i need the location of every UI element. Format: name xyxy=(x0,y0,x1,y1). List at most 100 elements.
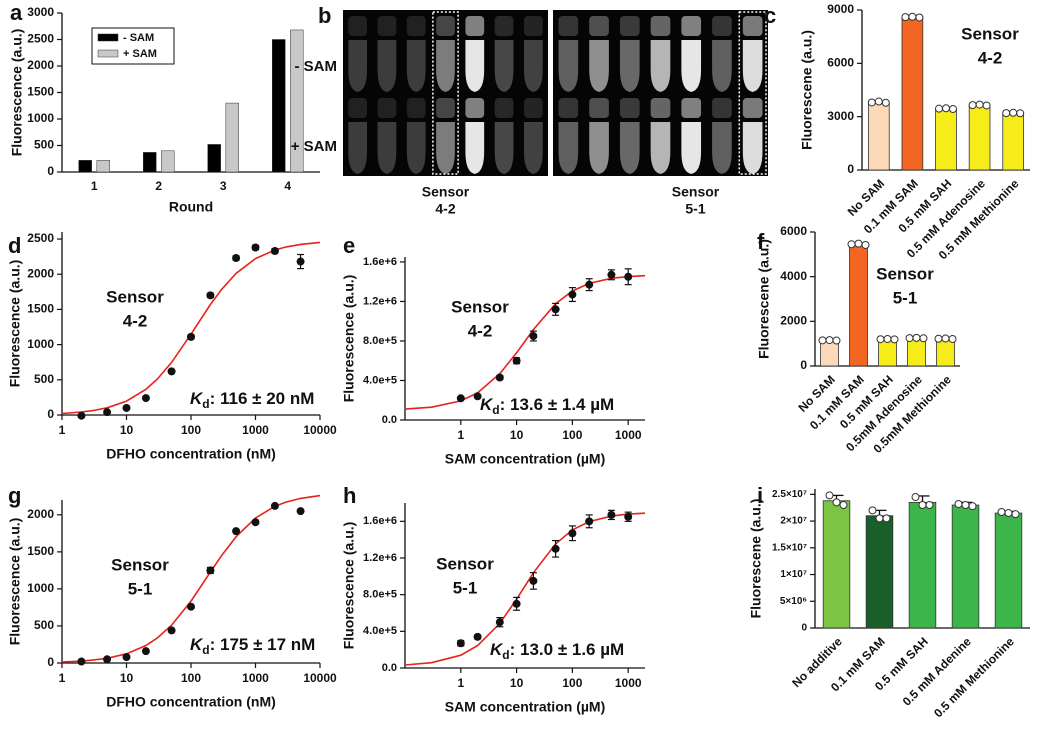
x-axis-title: DFHO concentration (nM) xyxy=(106,446,276,462)
replicate-point xyxy=(875,514,884,523)
data-point xyxy=(568,529,577,538)
y-tick-label: 0 xyxy=(47,407,54,421)
y-tick-label: 1×10⁷ xyxy=(780,569,807,580)
replicate-point xyxy=(949,105,957,114)
y-axis-title: Fluorescence (a.u.) xyxy=(9,29,25,157)
replicate-point xyxy=(925,501,934,510)
replicate-point xyxy=(935,104,943,113)
annotation: Sensor xyxy=(451,297,509,316)
y-tick-label: 0 xyxy=(47,164,54,178)
tube-body xyxy=(523,122,543,174)
replicate-point xyxy=(919,334,928,343)
replicate-point xyxy=(997,507,1006,516)
tube-cap xyxy=(523,16,543,36)
x-tick-label: 100 xyxy=(562,428,582,442)
y-axis-title: Fluorescene (a.u.) xyxy=(756,239,772,359)
data-point xyxy=(103,655,112,664)
replicate-point xyxy=(982,101,991,110)
tube-body xyxy=(348,40,368,92)
tube-cap xyxy=(619,98,640,118)
annotation: 5-1 xyxy=(128,579,153,598)
bar xyxy=(935,108,957,171)
bar xyxy=(951,504,980,629)
replicate-point xyxy=(968,502,977,511)
kd-text: : 13.6 ± 1.4 µM xyxy=(500,395,615,414)
x-tick-label: 0.5 mM Methionine xyxy=(931,634,1017,720)
data-point xyxy=(551,305,560,314)
annotation: Sensor xyxy=(436,554,494,573)
data-point xyxy=(624,272,633,281)
data-point xyxy=(187,332,195,341)
tube-cap xyxy=(589,98,609,118)
replicate-point xyxy=(847,240,856,249)
replicate-point xyxy=(1009,108,1018,117)
tube-body xyxy=(742,40,763,92)
y-tick-label: 0.0 xyxy=(382,662,397,674)
row-label: - SAM xyxy=(295,58,338,75)
x-axis-title: Round xyxy=(169,199,213,215)
data-point xyxy=(141,647,150,656)
tube-body xyxy=(377,40,397,92)
data-point xyxy=(456,394,465,403)
y-tick-label: 2500 xyxy=(27,231,54,245)
x-tick-label: 3 xyxy=(220,179,227,193)
y-tick-label: 1500 xyxy=(27,302,54,316)
tube-body xyxy=(681,122,702,174)
x-tick-label: 1 xyxy=(91,179,98,193)
annotation: Sensor xyxy=(961,24,1019,43)
column-label: 4-2 xyxy=(435,201,455,217)
replicate-point xyxy=(825,336,834,345)
tube-body xyxy=(619,40,640,92)
replicate-point xyxy=(876,335,885,344)
tube-cap xyxy=(681,16,702,36)
y-axis-title: Fluorescence (a.u.) xyxy=(7,518,23,646)
legend-swatch xyxy=(97,33,119,42)
data-point xyxy=(456,639,465,648)
tube-body xyxy=(712,122,732,174)
bar xyxy=(290,29,304,173)
data-point xyxy=(512,599,521,608)
tube-body xyxy=(494,40,514,92)
tube-body xyxy=(558,122,579,174)
x-tick-label: 1000 xyxy=(615,428,642,442)
data-point xyxy=(232,527,241,536)
kd-text: : 175 ± 17 nM xyxy=(210,635,316,654)
tube-cap xyxy=(348,98,368,118)
replicate-point xyxy=(867,98,876,107)
data-point xyxy=(473,632,482,641)
y-axis-title: Fluorescene (a.u.) xyxy=(748,499,764,619)
replicate-point xyxy=(882,514,891,523)
kd-subscript: d xyxy=(202,643,209,657)
tube-cap xyxy=(406,98,426,118)
x-tick-label: 100 xyxy=(181,671,201,685)
y-tick-label: 1.5×10⁷ xyxy=(772,542,807,553)
tube-body xyxy=(436,122,455,174)
y-tick-label: 1.2e+6 xyxy=(363,552,397,564)
y-tick-label: 1500 xyxy=(27,544,54,558)
y-tick-label: 1000 xyxy=(27,111,54,125)
data-point xyxy=(232,254,241,263)
tube-body xyxy=(465,40,485,92)
bar xyxy=(849,243,868,367)
replicate-point xyxy=(861,240,870,249)
data-point xyxy=(103,408,112,417)
y-tick-label: 0 xyxy=(801,623,807,634)
data-point xyxy=(551,544,560,553)
x-tick-label: 10000 xyxy=(303,671,337,685)
replicate-point xyxy=(942,104,950,113)
tube-cap xyxy=(558,16,579,36)
kd-symbol: K xyxy=(190,635,204,654)
y-tick-label: 8.0e+5 xyxy=(363,589,397,601)
y-tick-label: 0 xyxy=(847,162,854,176)
tube-cap xyxy=(681,98,702,118)
x-tick-label: 10000 xyxy=(303,423,337,437)
legend-label: + SAM xyxy=(123,48,157,60)
replicate-point xyxy=(854,239,863,248)
tube-cap xyxy=(436,98,455,118)
data-point xyxy=(585,517,594,526)
data-point xyxy=(529,332,538,341)
data-point xyxy=(270,501,279,510)
y-tick-label: 2000 xyxy=(27,266,54,280)
row-label: + SAM xyxy=(291,138,337,155)
legend-label: - SAM xyxy=(123,32,154,44)
